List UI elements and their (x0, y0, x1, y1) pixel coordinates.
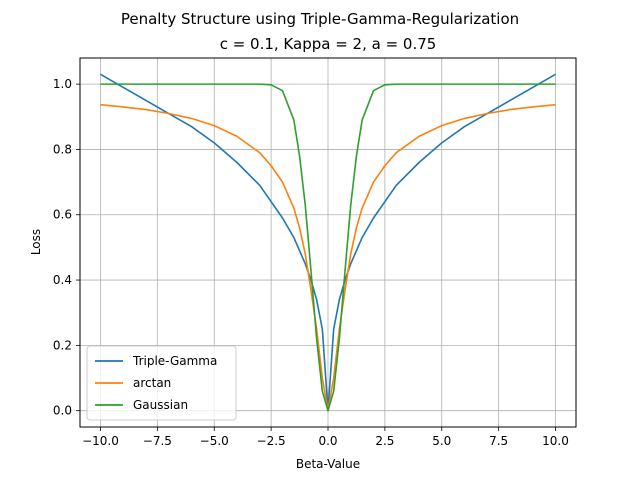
x-tick-label: 0.0 (318, 434, 337, 448)
chart-title: Penalty Structure using Triple-Gamma-Reg… (121, 10, 519, 28)
x-axis: −10.0 −7.5 −5.0 −2.5 0.0 2.5 5.0 7.5 10.0 (82, 427, 569, 448)
x-tick-label: 7.5 (489, 434, 508, 448)
x-tick-label: 2.5 (375, 434, 394, 448)
x-axis-label: Beta-Value (296, 457, 360, 471)
y-axis-label: Loss (29, 229, 43, 255)
legend-box (86, 345, 237, 421)
y-tick-label: 0.6 (53, 208, 72, 222)
y-tick-label: 0.2 (53, 338, 72, 352)
x-tick-label: 5.0 (432, 434, 451, 448)
y-tick-label: 0.0 (53, 404, 72, 418)
y-axis: 0.0 0.2 0.4 0.6 0.8 1.0 (53, 77, 80, 418)
x-tick-label: −5.0 (200, 434, 229, 448)
x-tick-label: −7.5 (143, 434, 172, 448)
x-tick-label: −10.0 (82, 434, 119, 448)
x-tick-label: −2.5 (257, 434, 286, 448)
y-tick-label: 0.4 (53, 273, 72, 287)
series-lines (100, 73, 556, 412)
legend-label: Gaussian (133, 398, 188, 412)
y-tick-label: 1.0 (53, 77, 72, 91)
series-line-3 (100, 83, 556, 412)
legend-label: Triple-Gamma (132, 354, 217, 368)
x-tick-label: 10.0 (542, 434, 569, 448)
chart-subtitle: c = 0.1, Kappa = 2, a = 0.75 (220, 35, 437, 53)
legend-label: arctan (133, 376, 171, 390)
y-tick-label: 0.8 (53, 142, 72, 156)
legend: Triple-Gamma arctan Gaussian (86, 345, 237, 421)
